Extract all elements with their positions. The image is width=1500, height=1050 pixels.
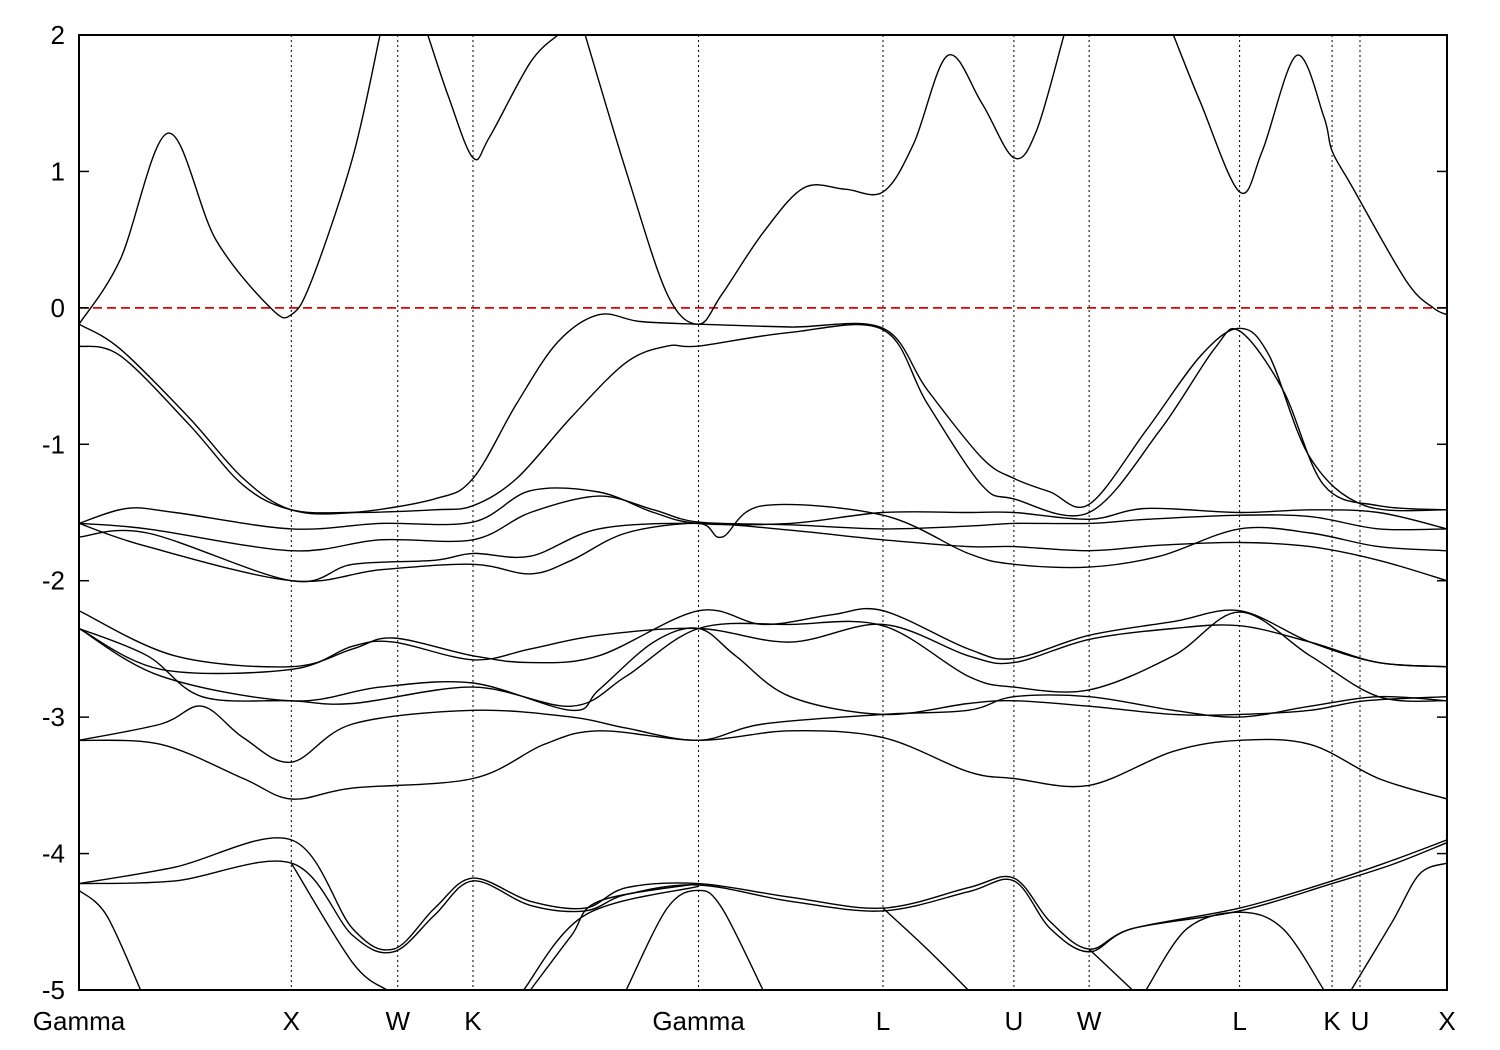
band-series-16 — [79, 837, 1447, 951]
band-series-13 — [79, 694, 1447, 763]
kpoint-label: U — [1351, 1006, 1370, 1036]
band-series-1 — [427, 35, 559, 161]
band-series-22 — [625, 889, 764, 990]
band-series-2 — [584, 35, 1065, 325]
kpoint-label: K — [464, 1006, 482, 1036]
plot-frame — [78, 34, 1448, 991]
band-series-18 — [79, 889, 142, 990]
band-series-8 — [79, 522, 1447, 583]
band-series-3 — [1172, 35, 1447, 316]
kpoint-label: Gamma — [33, 1006, 126, 1036]
band-series-4 — [79, 313, 1447, 515]
ytick-label: -2 — [42, 566, 65, 596]
band-series-0 — [79, 35, 381, 325]
band-series-24 — [1088, 948, 1133, 990]
y-axis-ticks: -5 -4 -3 -2 -1 0 1 2 — [42, 20, 1447, 1005]
kpoint-label: X — [283, 1006, 300, 1036]
band-series-20 — [529, 882, 699, 990]
band-series-5 — [79, 323, 1447, 517]
band-series-11 — [79, 623, 1447, 675]
kpoint-label: L — [1232, 1006, 1246, 1036]
band-series-25 — [1145, 911, 1325, 990]
band-series-15 — [79, 729, 1447, 800]
ytick-label: 1 — [51, 156, 65, 186]
ytick-label: 0 — [51, 293, 65, 323]
band-series-9 — [79, 503, 1447, 583]
band-series-14 — [79, 627, 1447, 716]
band-series-23 — [882, 907, 969, 990]
band-series-19 — [290, 862, 388, 990]
ytick-label: -1 — [42, 429, 65, 459]
kpoint-label: X — [1438, 1006, 1455, 1036]
x-axis-kpoint-labels: Gamma X W K Gamma L U W L K U X — [33, 1006, 1456, 1036]
kpoint-label: W — [1077, 1006, 1102, 1036]
ytick-label: 2 — [51, 20, 65, 50]
kpoint-gridlines — [290, 35, 1361, 990]
kpoint-label: W — [385, 1006, 410, 1036]
band-curves — [79, 35, 1447, 990]
ytick-label: -5 — [42, 975, 65, 1005]
kpoint-label: L — [876, 1006, 890, 1036]
kpoint-label: Gamma — [652, 1006, 745, 1036]
band-series-6 — [79, 487, 1447, 530]
ytick-label: -4 — [42, 839, 65, 869]
band-series-21 — [523, 885, 699, 990]
ytick-label: -3 — [42, 702, 65, 732]
kpoint-label: U — [1005, 1006, 1024, 1036]
band-series-7 — [79, 495, 1447, 552]
band-series-10 — [79, 607, 1447, 668]
band-series-17 — [79, 842, 1447, 954]
band-series-26 — [1350, 862, 1447, 990]
kpoint-label: K — [1323, 1006, 1341, 1036]
